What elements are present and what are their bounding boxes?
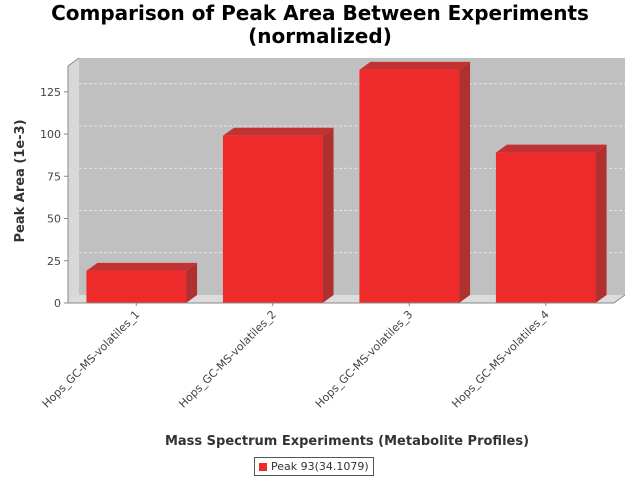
y-axis-ticks: 0 25 50 75 100 125 (40, 86, 68, 310)
bar-side (322, 127, 334, 303)
axes (67, 66, 614, 304)
chart-title-line1: Comparison of Peak Area Between Experime… (51, 1, 589, 25)
bar-top (495, 144, 607, 153)
plot-edge (67, 57, 80, 67)
legend-swatch (259, 462, 267, 471)
bar-side (595, 144, 607, 303)
bar (222, 127, 334, 303)
x-tick-label: Hops_GC-MS-volatiles_2 (176, 308, 279, 411)
x-axis-label: Mass Spectrum Experiments (Metabolite Pr… (165, 434, 529, 449)
y-tick-label: 75 (47, 170, 61, 183)
plot-edge (613, 294, 626, 304)
bar-front (359, 69, 460, 304)
legend-label: Peak 93(34.1079) (271, 460, 369, 473)
bar (359, 61, 471, 304)
bar-top (222, 127, 334, 136)
y-tick-label: 50 (47, 213, 61, 226)
bar (86, 262, 198, 303)
bar-top (86, 262, 198, 271)
legend: Peak 93(34.1079) (254, 457, 374, 476)
y-tick-label: 125 (40, 86, 61, 99)
chart-title-line2: (normalized) (248, 24, 392, 48)
chart-title: Comparison of Peak Area Between Experime… (0, 2, 640, 48)
bar-front (86, 270, 187, 303)
bar-side (186, 262, 198, 303)
y-tick-label: 0 (54, 297, 61, 310)
plot-left-wall (68, 58, 79, 303)
x-tick-label: Hops_GC-MS-volatiles_1 (40, 308, 143, 411)
bar (495, 144, 607, 303)
y-tick-label: 100 (40, 128, 61, 141)
bar-front (495, 152, 596, 303)
bar-front (222, 135, 323, 303)
x-axis-ticks: Hops_GC-MS-volatiles_1 Hops_GC-MS-volatil… (40, 303, 552, 410)
bar-side (459, 61, 471, 303)
bars (86, 61, 607, 304)
x-tick-label: Hops_GC-MS-volatiles_4 (449, 308, 552, 411)
plot-floor (68, 295, 625, 303)
bar-top (359, 61, 471, 70)
y-tick-label: 25 (47, 255, 61, 268)
x-tick-label: Hops_GC-MS-volatiles_3 (313, 308, 416, 411)
y-axis-label: Peak Area (1e-3) (13, 119, 28, 242)
